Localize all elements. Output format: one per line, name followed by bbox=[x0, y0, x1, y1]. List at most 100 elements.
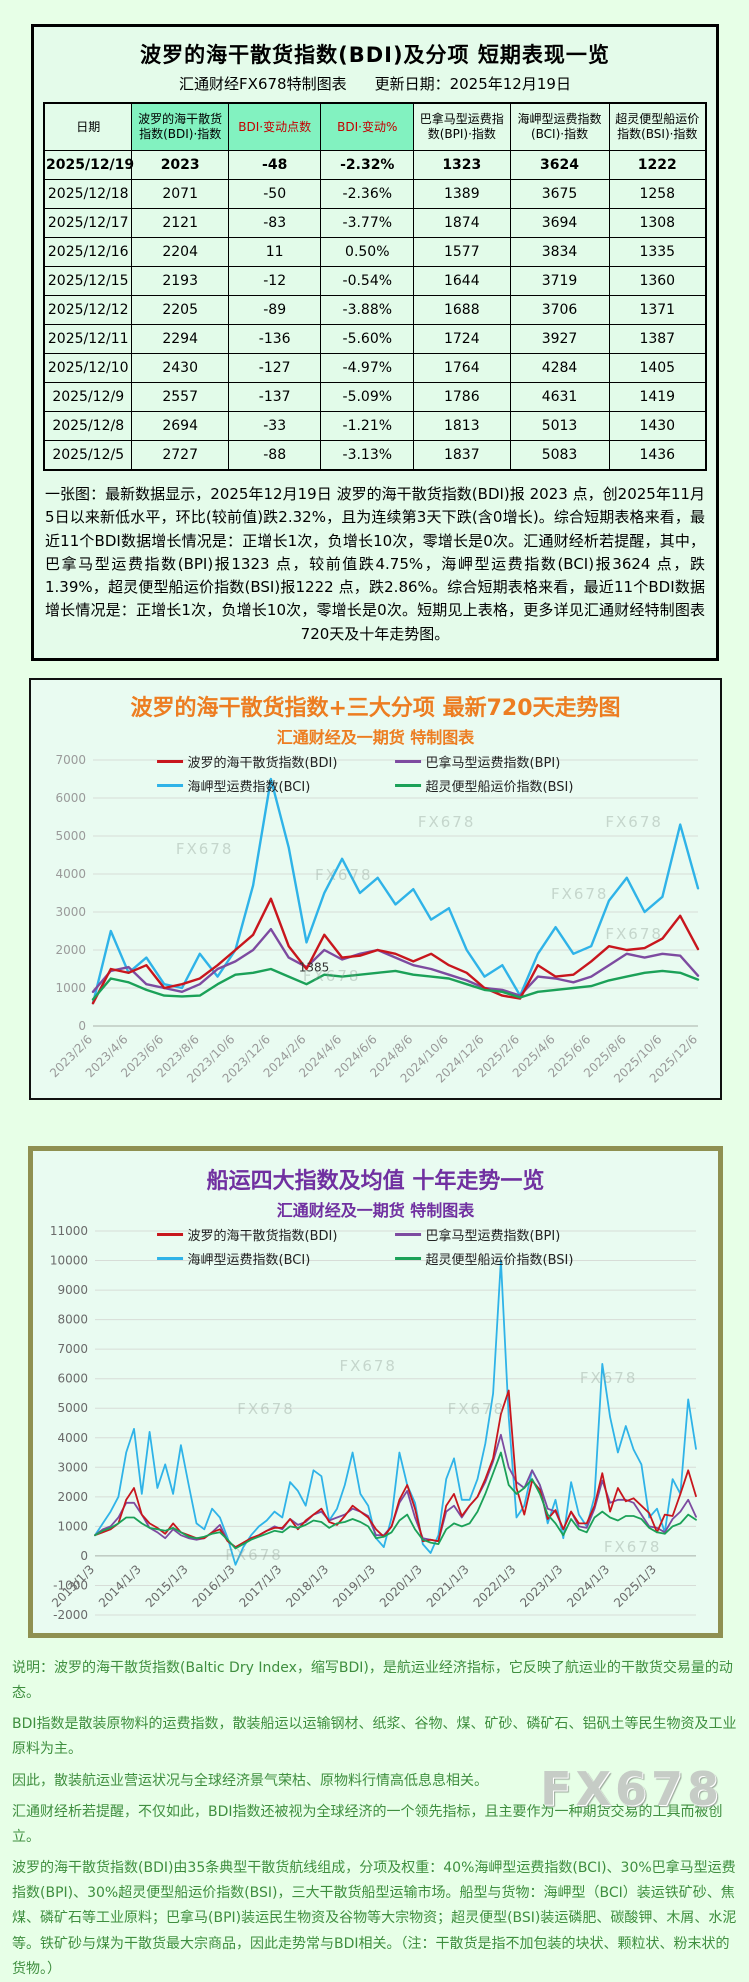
value-cell: -1.21% bbox=[320, 411, 415, 441]
legend-label: 波罗的海干散货指数(BDI) bbox=[187, 755, 338, 771]
y-tick-label: 5000 bbox=[55, 829, 86, 843]
value-cell: 1813 bbox=[413, 411, 511, 441]
legend-item: 波罗的海干散货指数(BDI) bbox=[156, 752, 395, 771]
legend-label: 超灵便型船运价指数(BSI) bbox=[425, 779, 574, 795]
value-cell: 1837 bbox=[413, 440, 511, 471]
column-header: BDI·变动点数 bbox=[227, 102, 322, 151]
x-tick-label: 2021/1/3 bbox=[424, 1562, 472, 1610]
y-tick-label: 4000 bbox=[55, 867, 86, 881]
column-header: 日期 bbox=[43, 102, 133, 151]
legend-label: 海岬型运费指数(BCI) bbox=[187, 1252, 311, 1268]
y-tick-label: 10000 bbox=[50, 1253, 88, 1267]
value-cell: 4284 bbox=[509, 353, 610, 383]
update-date-label: 更新日期：2025年12月19日 bbox=[374, 75, 571, 93]
x-tick-label: 2023/1/3 bbox=[517, 1562, 565, 1610]
y-tick-label: -2000 bbox=[53, 1608, 88, 1622]
value-cell: 1222 bbox=[608, 150, 707, 180]
series-line bbox=[94, 1451, 697, 1550]
y-tick-label: 2000 bbox=[55, 943, 86, 957]
x-tick-label: 2025/1/3 bbox=[611, 1562, 659, 1610]
value-cell: 1308 bbox=[608, 208, 707, 238]
series-line bbox=[91, 777, 700, 1005]
x-tick-label: 2019/1/3 bbox=[330, 1562, 378, 1610]
x-tick-label: 2015/1/3 bbox=[143, 1562, 191, 1610]
date-cell: 2025/12/8 bbox=[43, 411, 133, 441]
column-header: 波罗的海干散货指数(BDI)·指数 bbox=[131, 102, 229, 151]
page-subtitle: 汇通财经FX678特制图表 更新日期：2025年12月19日 bbox=[43, 73, 707, 94]
date-cell: 2025/12/18 bbox=[43, 179, 133, 209]
y-tick-label: 3000 bbox=[57, 1460, 88, 1474]
y-tick-label: 6000 bbox=[57, 1371, 88, 1385]
chart-legend: 波罗的海干散货指数(BDI) 巴拿马型运费指数(BPI) 海岬型运费指数(BCI) 超… bbox=[156, 752, 633, 795]
y-tick-label: 6000 bbox=[55, 791, 86, 805]
value-cell: 1688 bbox=[413, 295, 511, 325]
value-cell: 1724 bbox=[413, 324, 511, 354]
y-tick-label: 7000 bbox=[55, 753, 86, 767]
date-cell: 2025/12/9 bbox=[43, 382, 133, 412]
y-tick-label: 0 bbox=[78, 1019, 86, 1033]
note-line: 因此，散装航运业营运状况与全球经济景气荣枯、原物料行情高低息息相关。 bbox=[12, 1772, 488, 1789]
value-cell: 1764 bbox=[413, 353, 511, 383]
date-cell: 2025/12/16 bbox=[43, 237, 133, 267]
value-cell: 1371 bbox=[608, 295, 707, 325]
value-cell: 2071 bbox=[131, 179, 229, 209]
date-cell: 2025/12/12 bbox=[43, 295, 133, 325]
value-cell: 2193 bbox=[131, 266, 229, 296]
value-cell: 0.50% bbox=[320, 237, 415, 267]
value-cell: 11 bbox=[227, 237, 322, 267]
y-tick-label: 8000 bbox=[57, 1312, 88, 1326]
table-row: 2025/12/8 2694 -33 -1.21% 1813 5013 1430 bbox=[43, 411, 707, 441]
value-cell: 5013 bbox=[509, 411, 610, 441]
table-row: 2025/12/16 2204 11 0.50% 1577 3834 1335 bbox=[43, 237, 707, 267]
value-cell: 3624 bbox=[509, 150, 610, 180]
legend-line-swatch bbox=[156, 759, 183, 763]
table-row: 2025/12/12 2205 -89 -3.88% 1688 3706 1371 bbox=[43, 295, 707, 325]
value-cell: 3927 bbox=[509, 324, 610, 354]
chart-svg: 010002000300040005000600070002023/2/6202… bbox=[47, 753, 700, 1086]
value-cell: -83 bbox=[227, 208, 322, 238]
value-cell: 2205 bbox=[131, 295, 229, 325]
value-cell: -136 bbox=[227, 324, 322, 354]
value-cell: 1389 bbox=[413, 179, 511, 209]
table-row: 2025/12/18 2071 -50 -2.36% 1389 3675 1258 bbox=[43, 179, 707, 209]
value-cell: -3.77% bbox=[320, 208, 415, 238]
column-header: 巴拿马型运费指数(BPI)·指数 bbox=[413, 102, 511, 151]
table-row: 2025/12/10 2430 -127 -4.97% 1764 4284 1405 bbox=[43, 353, 707, 383]
value-cell: 2694 bbox=[131, 411, 229, 441]
legend-line-swatch bbox=[156, 1256, 183, 1260]
series-line bbox=[91, 927, 700, 997]
legend-line-swatch bbox=[394, 1256, 421, 1260]
chart-10y-canvas: -2000 -1000 0 1000 2000 3000 4000 5000 6000 7000 8… bbox=[39, 1224, 712, 1631]
y-tick-label: 7000 bbox=[57, 1342, 88, 1356]
y-tick-label: 1000 bbox=[55, 981, 86, 995]
legend-label: 巴拿马型运费指数(BPI) bbox=[425, 1228, 561, 1244]
date-cell: 2025/12/17 bbox=[43, 208, 133, 238]
y-tick-label: -1000 bbox=[53, 1578, 88, 1592]
bdi-table: 日期 波罗的海干散货指数(BDI)·指数 BDI·变动点数 BDI·变动% 巴拿马型运费… bbox=[43, 102, 707, 471]
value-cell: -2.36% bbox=[320, 179, 415, 209]
value-cell: 3834 bbox=[509, 237, 610, 267]
value-cell: -0.54% bbox=[320, 266, 415, 296]
value-cell: 1405 bbox=[608, 353, 707, 383]
y-tick-label: 1000 bbox=[57, 1519, 88, 1533]
legend-line-swatch bbox=[394, 759, 421, 763]
chart-720d-subtitle: 汇通财经及一期货 特制图表 bbox=[276, 727, 475, 747]
short-term-table-panel: 波罗的海干散货指数(BDI)及分项 短期表现一览 汇通财经FX678特制图表 更新… bbox=[31, 24, 719, 661]
value-cell: 5083 bbox=[509, 440, 610, 471]
chart-10y-panel: 船运四大指数及均值 十年走势一览 汇通财经及一期货 特制图表 -2000 -100… bbox=[28, 1145, 723, 1638]
value-cell: 1335 bbox=[608, 237, 707, 267]
x-tick-label: 2018/1/3 bbox=[283, 1562, 331, 1610]
value-cell: 1258 bbox=[608, 179, 707, 209]
y-tick-label: 2000 bbox=[57, 1490, 88, 1504]
value-cell: -33 bbox=[227, 411, 322, 441]
series-line bbox=[94, 1259, 697, 1566]
y-tick-label: 9000 bbox=[57, 1283, 88, 1297]
value-cell: 2430 bbox=[131, 353, 229, 383]
chart-svg: -2000 -1000 0 1000 2000 3000 4000 5000 6000 7000 8… bbox=[49, 1224, 697, 1622]
legend-item: 海岬型运费指数(BCI) bbox=[156, 776, 395, 795]
legend-item: 巴拿马型运费指数(BPI) bbox=[394, 1225, 633, 1244]
chart-720d-panel: 波罗的海干散货指数+三大分项 最新720天走势图 汇通财经及一期货 特制图表 0… bbox=[29, 677, 722, 1100]
legend-item: 海岬型运费指数(BCI) bbox=[156, 1249, 395, 1268]
legend-item: 巴拿马型运费指数(BPI) bbox=[394, 752, 633, 771]
value-cell: 1786 bbox=[413, 382, 511, 412]
